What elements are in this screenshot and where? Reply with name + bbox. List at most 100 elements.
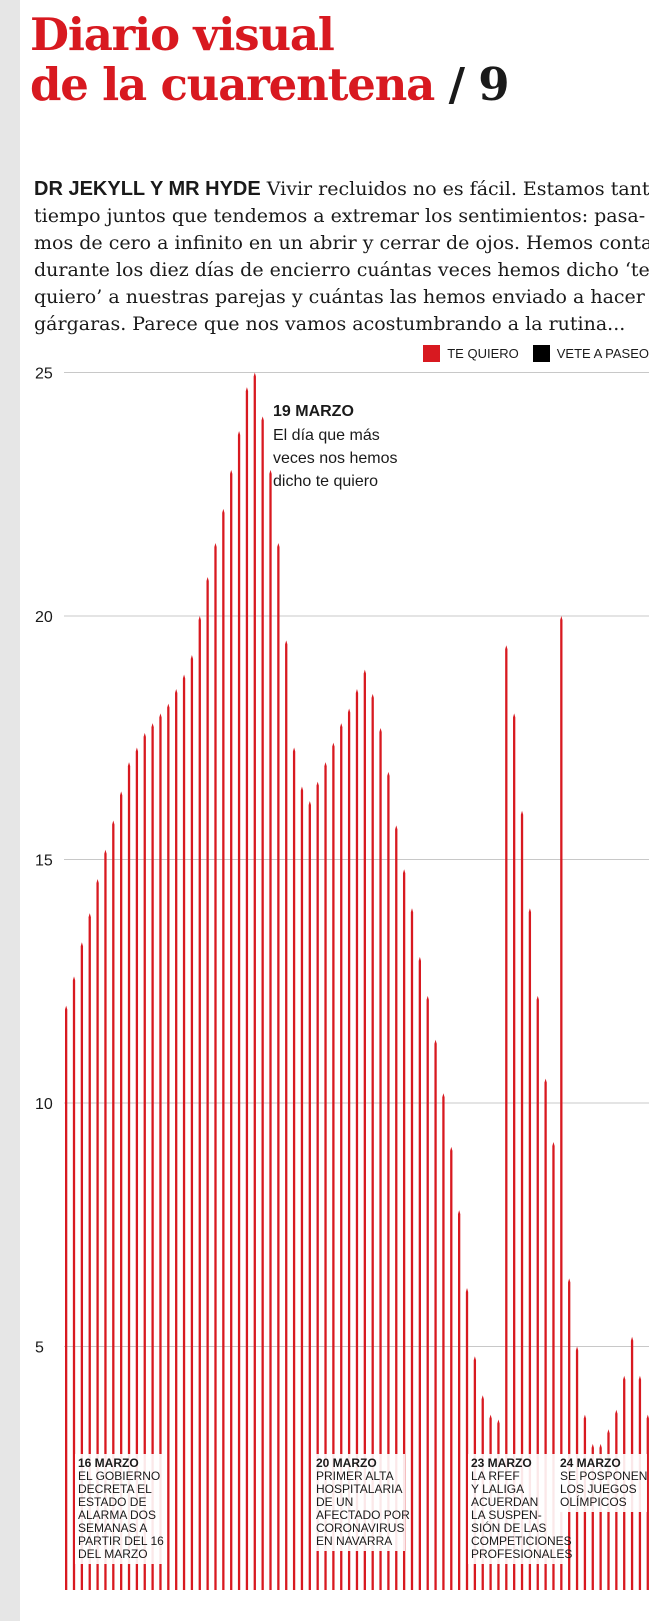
bar	[458, 1210, 461, 1590]
bar	[269, 469, 272, 1590]
bar	[402, 869, 406, 1590]
event-line: DEL MARZO	[78, 1547, 148, 1561]
event-line: LA RFEF	[471, 1469, 520, 1483]
event-line: EN NAVARRA	[316, 1534, 392, 1548]
bar-layer	[65, 372, 649, 1591]
bar	[261, 416, 264, 1591]
event-line: DE UN	[316, 1495, 353, 1509]
event-line: SIÓN DE LAS	[471, 1520, 546, 1535]
y-tick-label: 20	[35, 609, 53, 626]
bar	[182, 674, 186, 1590]
intro-line: gárgaras. Parece que nos vamos acostumbr…	[34, 313, 626, 335]
y-tick-label: 5	[35, 1340, 44, 1357]
y-tick-label: 15	[35, 853, 53, 870]
bar	[347, 708, 351, 1590]
y-tick-label: 25	[35, 366, 53, 383]
annotation-title: 19 MARZO	[273, 403, 354, 420]
bar	[230, 469, 233, 1590]
intro-paragraph: DR JEKYLL Y MR HYDE Vivir recluidos no e…	[34, 176, 649, 338]
bar	[379, 728, 382, 1590]
annotation-line: dicho te quiero	[273, 473, 378, 490]
event-line: DECRETA EL	[78, 1482, 152, 1496]
event-line: AFECTADO POR	[316, 1508, 410, 1522]
event-line: EL GOBIERNO	[78, 1469, 160, 1483]
event-label-backdrop	[557, 1454, 647, 1512]
legend-label-te-quiero: TE QUIERO	[447, 346, 519, 361]
event-title: 16 MARZO	[78, 1456, 139, 1470]
bar	[277, 542, 280, 1591]
bar	[560, 616, 563, 1590]
bar	[245, 387, 249, 1590]
event-line: Y LALIGA	[471, 1482, 524, 1496]
bar	[410, 908, 414, 1590]
event-title: 20 MARZO	[316, 1456, 377, 1470]
annotation-layer: 19 MARZO El día que más veces nos hemos dic…	[273, 403, 398, 490]
title-number: 9	[478, 58, 509, 111]
bar	[536, 995, 539, 1590]
legend-swatch-vete-a-paseo	[532, 345, 550, 362]
bar	[316, 781, 319, 1590]
bar	[214, 542, 217, 1591]
bar	[104, 849, 107, 1590]
bar	[395, 825, 398, 1590]
bar	[505, 645, 508, 1590]
event-line: PROFESIONALES	[471, 1547, 572, 1561]
title-line-2: de la cuarentena	[30, 58, 435, 111]
event-title: 24 MARZO	[560, 1456, 621, 1470]
bar	[465, 1288, 469, 1590]
event-title: 23 MARZO	[471, 1456, 532, 1470]
bar	[646, 1414, 649, 1590]
intro-line: Vivir recluidos no es fácil. Estamos tan…	[266, 178, 649, 200]
bar	[143, 732, 146, 1590]
bar	[222, 508, 225, 1590]
page-title: Diario visual de la cuarentena / 9	[30, 8, 510, 111]
event-line: PRIMER ALTA	[316, 1469, 394, 1483]
bar	[442, 1093, 445, 1590]
event-line: ALARMA DOS	[78, 1508, 156, 1522]
bar	[426, 995, 429, 1590]
bar	[363, 669, 366, 1590]
bar	[88, 913, 91, 1590]
bar	[151, 723, 154, 1590]
bar	[292, 747, 296, 1590]
bar	[340, 723, 343, 1590]
bar	[513, 713, 516, 1590]
bar	[112, 820, 115, 1590]
event-line: CORONAVIRUS	[316, 1521, 404, 1535]
bar	[237, 430, 241, 1591]
bar	[332, 742, 335, 1590]
bar	[285, 640, 288, 1590]
bar	[72, 976, 76, 1590]
bar	[450, 1146, 453, 1590]
bar	[167, 703, 170, 1590]
legend-swatch-te-quiero	[423, 345, 441, 362]
y-tick-label: 10	[35, 1096, 53, 1113]
bar	[371, 693, 374, 1590]
bar	[434, 1039, 437, 1590]
bar	[175, 689, 178, 1590]
bar	[80, 942, 84, 1590]
left-margin-rule	[0, 0, 20, 1621]
event-label-backdrop	[75, 1454, 167, 1564]
bar	[308, 801, 311, 1590]
bar	[520, 810, 524, 1590]
bar	[253, 372, 256, 1590]
title-line-1: Diario visual	[30, 8, 335, 61]
intro-line: quiero’ a nuestras parejas y cuántas las…	[34, 286, 645, 308]
event-line: LOS JUEGOS	[560, 1482, 637, 1496]
title-separator: /	[448, 58, 465, 111]
bar	[190, 654, 194, 1590]
bar	[355, 689, 359, 1590]
legend-item-te-quiero: TE QUIERO	[423, 345, 519, 362]
event-line: SE POSPONEN	[560, 1469, 647, 1483]
event-line: HOSPITALARIA	[316, 1482, 402, 1496]
event-line: OLÍMPICOS	[560, 1494, 627, 1509]
annotation-line: veces nos hemos	[273, 450, 398, 467]
bar	[300, 786, 304, 1590]
intro-line: durante los diez días de encierro cuánta…	[34, 259, 649, 281]
bar	[568, 1278, 571, 1590]
intro-line: mos de cero a infinito en un abrir y cer…	[34, 232, 649, 254]
event-label-backdrop	[468, 1454, 568, 1564]
event-line: LA SUSPEN-	[471, 1508, 542, 1522]
